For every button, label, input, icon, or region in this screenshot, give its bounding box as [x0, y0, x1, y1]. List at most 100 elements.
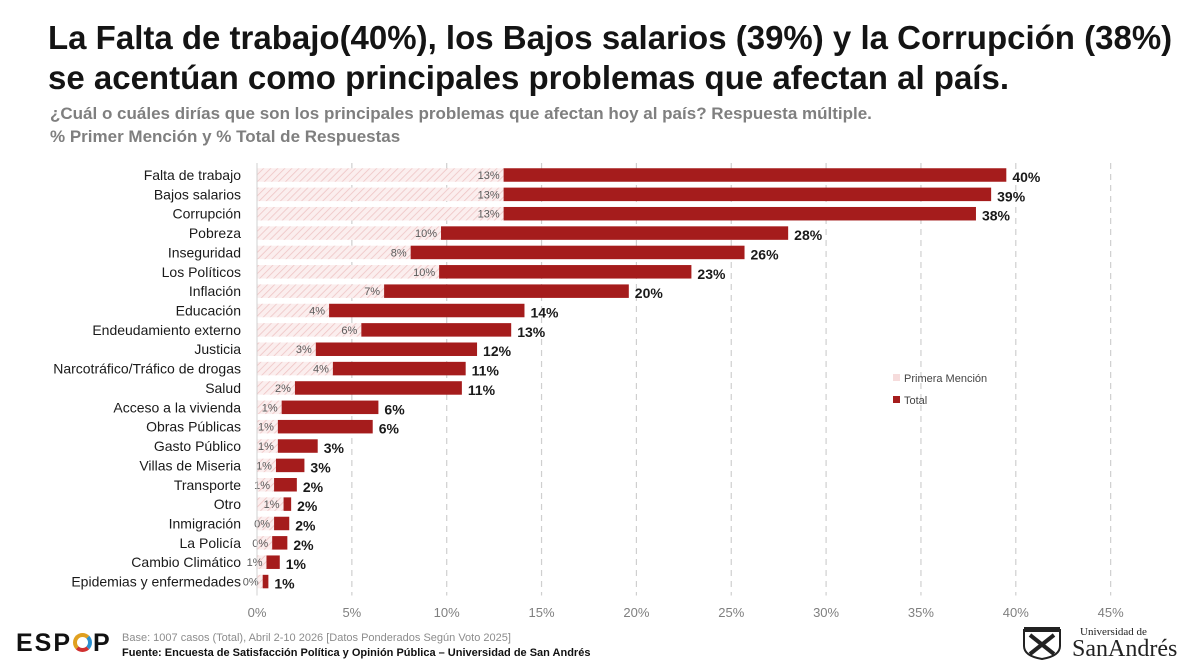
primera-mencion-label: 0%: [252, 538, 268, 550]
primera-mencion-bar: [257, 342, 316, 356]
subtitle: ¿Cuál o cuáles dirías que son los princi…: [50, 102, 1170, 148]
category-label: Otro: [214, 496, 241, 512]
primera-mencion-bar: [257, 516, 275, 531]
total-bar: [441, 226, 789, 240]
total-value-label: 28%: [794, 227, 823, 243]
primera-mencion-bar: [257, 245, 411, 260]
primera-mencion-bar: [257, 265, 440, 279]
category-label: Justicia: [194, 341, 241, 357]
primera-mencion-bar: [257, 400, 282, 415]
primera-mencion-bar: [257, 361, 333, 376]
category-label: Obras Públicas: [146, 419, 241, 435]
total-value-label: 1%: [274, 576, 295, 592]
category-label: Pobreza: [189, 225, 241, 241]
total-value-label: 6%: [384, 401, 405, 417]
category-label: Inseguridad: [168, 244, 241, 260]
category-label: Inmigración: [169, 515, 241, 531]
category-label: Endeudamiento externo: [92, 322, 241, 338]
primera-mencion-bar: [257, 555, 267, 569]
footer-source: Fuente: Encuesta de Satisfacción Polític…: [122, 647, 591, 659]
university-name-big: SanAndrés: [1072, 636, 1178, 662]
primera-mencion-bar: [257, 574, 263, 589]
primera-mencion-bar: [257, 419, 278, 434]
primera-mencion-label: 6%: [341, 325, 357, 337]
total-bar: [384, 284, 629, 298]
primera-mencion-label: 1%: [262, 402, 278, 414]
primera-mencion-bar: [257, 323, 362, 337]
university-crest-icon: [1023, 627, 1061, 660]
total-bar: [272, 536, 288, 550]
primera-mencion-label: 2%: [275, 383, 291, 395]
primera-mencion-label: 1%: [247, 557, 263, 569]
x-tick-label: 0%: [248, 605, 267, 620]
category-label: Narcotráfico/Tráfico de drogas: [53, 361, 241, 377]
total-bar: [503, 206, 976, 221]
x-tick-label: 15%: [529, 605, 555, 620]
total-bar: [439, 265, 692, 279]
x-tick-label: 30%: [813, 605, 839, 620]
primera-mencion-label: 10%: [415, 228, 437, 240]
espop-o-icon: [73, 633, 93, 652]
total-value-label: 14%: [530, 305, 559, 321]
total-value-label: 12%: [483, 343, 512, 359]
primera-mencion-label: 0%: [243, 577, 259, 589]
primera-mencion-bar: [257, 168, 504, 182]
primera-mencion-label: 1%: [254, 480, 270, 492]
primera-mencion-bar: [257, 284, 385, 298]
primera-mencion-label: 0%: [254, 518, 270, 530]
total-value-label: 2%: [295, 517, 316, 533]
primera-mencion-bar: [257, 381, 295, 395]
x-tick-label: 40%: [1003, 605, 1029, 620]
total-value-label: 2%: [303, 479, 324, 495]
total-value-label: 6%: [379, 421, 400, 437]
category-label: Falta de trabajo: [144, 167, 241, 183]
primera-mencion-bar: [257, 226, 442, 240]
category-label: Transporte: [174, 477, 241, 493]
total-bar: [332, 361, 466, 376]
total-value-label: 2%: [293, 537, 314, 553]
primera-mencion-bar: [257, 478, 275, 492]
total-value-label: 1%: [286, 556, 307, 572]
total-value-label: 11%: [468, 382, 496, 398]
x-tick-label: 20%: [623, 605, 649, 620]
category-label: Educación: [176, 303, 241, 319]
primera-mencion-label: 13%: [478, 189, 500, 201]
total-bar: [266, 555, 280, 569]
primera-mencion-label: 1%: [256, 460, 272, 472]
category-label: Corrupción: [173, 206, 241, 222]
total-bar: [329, 303, 525, 318]
category-label: La Policía: [180, 535, 242, 551]
primera-mencion-bar: [257, 458, 276, 473]
primera-mencion-bar: [257, 206, 504, 221]
total-bar: [503, 168, 1007, 182]
legend-label-total: Total: [904, 395, 927, 407]
category-label: Los Políticos: [162, 264, 241, 280]
primera-mencion-bar: [257, 497, 284, 511]
category-label: Gasto Público: [154, 438, 241, 454]
page-title: La Falta de trabajo(40%), los Bajos sala…: [48, 19, 1173, 96]
primera-mencion-label: 4%: [313, 364, 329, 376]
legend-swatch-total: [893, 396, 900, 403]
x-tick-label: 10%: [434, 605, 460, 620]
category-label: Epidemias y enfermedades: [71, 574, 241, 590]
category-label: Acceso a la vivienda: [113, 399, 241, 415]
primera-mencion-label: 10%: [413, 267, 435, 279]
total-bar: [262, 574, 269, 589]
total-bar: [274, 478, 297, 492]
primera-mencion-label: 1%: [264, 499, 280, 511]
subtitle-question: ¿Cuál o cuáles dirías que son los princi…: [50, 104, 872, 123]
legend-label-primera-mencion: Primera Mención: [904, 373, 987, 385]
total-value-label: 11%: [472, 363, 500, 379]
total-value-label: 40%: [1012, 169, 1041, 185]
primera-mencion-label: 4%: [309, 306, 325, 318]
total-bar: [277, 439, 318, 453]
espop-logo: ESP P: [16, 629, 112, 657]
x-tick-label: 35%: [908, 605, 934, 620]
total-value-label: 23%: [697, 266, 726, 282]
footer-base-note: Base: 1007 casos (Total), Abril 2-10 202…: [122, 632, 511, 644]
primera-mencion-bar: [257, 187, 504, 202]
primera-mencion-label: 13%: [478, 209, 500, 221]
total-value-label: 39%: [997, 188, 1026, 204]
primera-mencion-label: 8%: [391, 247, 407, 259]
